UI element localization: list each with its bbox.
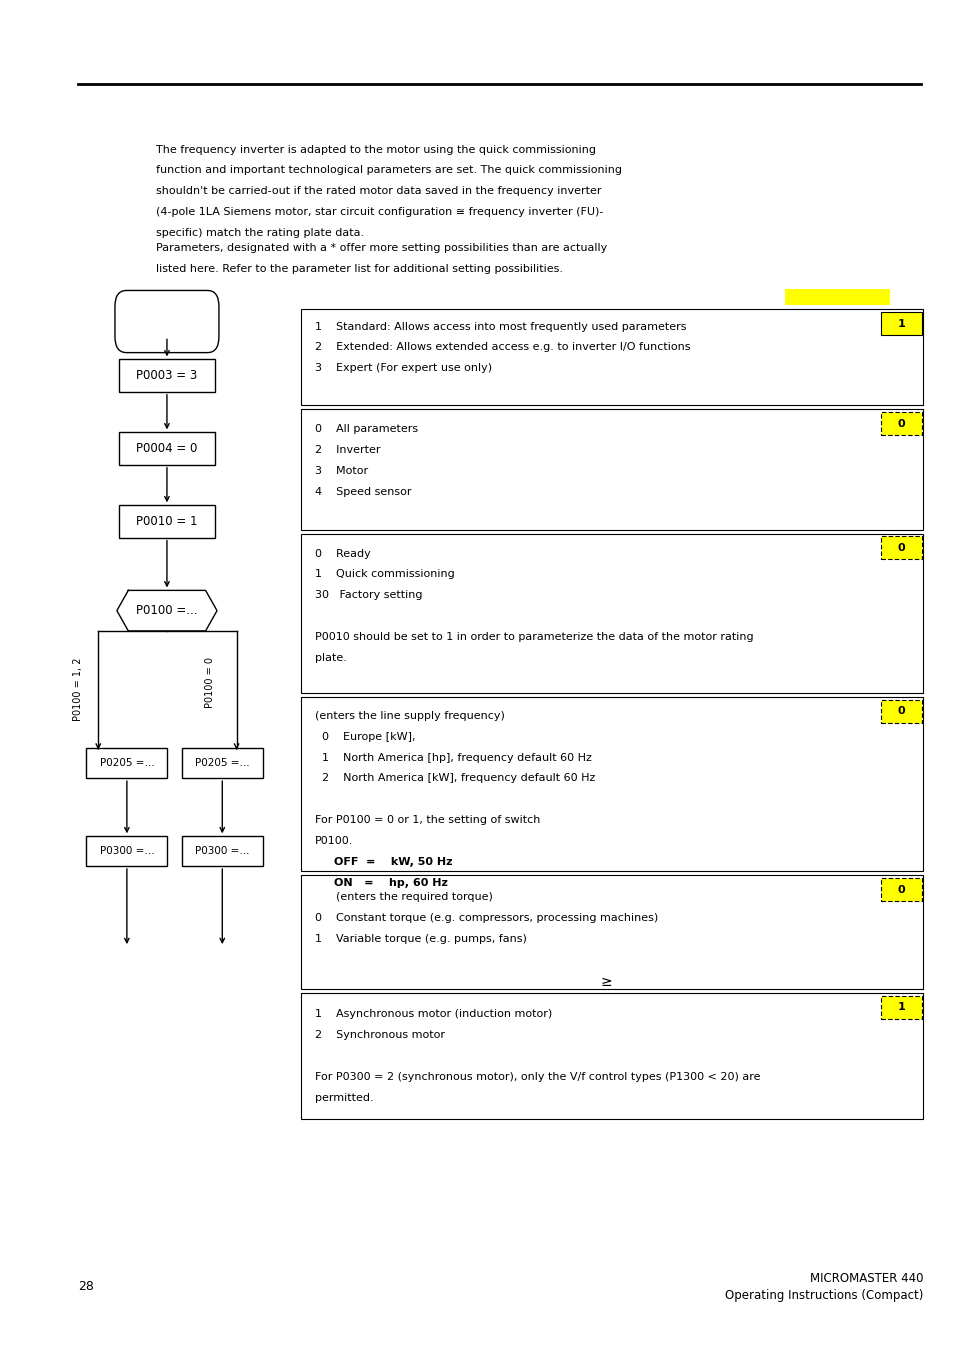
Bar [881,412,921,435]
Text: 1    North America [hp], frequency default 60 Hz: 1 North America [hp], frequency default … [314,753,591,762]
Bar [300,409,923,530]
Text: 1    Variable torque (e.g. pumps, fans): 1 Variable torque (e.g. pumps, fans) [314,934,526,943]
Text: 28: 28 [78,1279,94,1293]
Text: P0205 =...: P0205 =... [99,758,154,769]
Text: (enters the required torque): (enters the required torque) [314,892,492,901]
Text: P0100 = 1, 2: P0100 = 1, 2 [73,657,83,721]
Bar [181,748,263,778]
Text: 0    Europe [kW],: 0 Europe [kW], [314,732,415,742]
Bar [86,748,167,778]
Text: 1: 1 [897,319,904,328]
Text: 0    All parameters: 0 All parameters [314,424,417,434]
Text: P0100.: P0100. [314,836,353,846]
Text: Operating Instructions (Compact): Operating Instructions (Compact) [724,1289,923,1302]
Text: 2    Inverter: 2 Inverter [314,444,380,455]
Bar [181,836,263,866]
Text: For P0100 = 0 or 1, the setting of switch: For P0100 = 0 or 1, the setting of switc… [314,816,543,825]
Text: MICROMASTER 440: MICROMASTER 440 [809,1271,923,1285]
Text: 1    Asynchronous motor (induction motor): 1 Asynchronous motor (induction motor) [314,1009,552,1019]
Text: P0300 =...: P0300 =... [99,846,154,857]
Bar [881,700,921,723]
Text: For P0300 = 2 (synchronous motor), only the V/f control types (P1300 < 20) are: For P0300 = 2 (synchronous motor), only … [314,1073,760,1082]
Text: 30   Factory setting: 30 Factory setting [314,590,422,600]
Text: 0: 0 [897,419,904,428]
FancyBboxPatch shape [114,290,218,353]
Text: P0300 =...: P0300 =... [194,846,250,857]
Text: OFF  =    kW, 50 Hz: OFF = kW, 50 Hz [334,858,452,867]
Bar [300,309,923,405]
Text: P0100 =...: P0100 =... [136,604,197,617]
Text: function and important technological parameters are set. The quick commissioning: function and important technological par… [155,166,620,176]
Text: 1: 1 [897,1002,904,1012]
Text: shouldn't be carried-out if the rated motor data saved in the frequency inverter: shouldn't be carried-out if the rated mo… [155,186,600,196]
Text: 1    Quick commissioning: 1 Quick commissioning [314,570,454,580]
Text: P0205 =...: P0205 =... [194,758,250,769]
Text: (enters the line supply frequency): (enters the line supply frequency) [314,711,504,720]
Text: P0004 = 0: P0004 = 0 [136,442,197,455]
Text: 0    Constant torque (e.g. compressors, processing machines): 0 Constant torque (e.g. compressors, pro… [314,913,658,923]
Bar [300,993,923,1119]
Bar [784,289,889,305]
Bar [119,359,214,392]
Text: 4    Speed sensor: 4 Speed sensor [314,488,411,497]
Text: 2    Synchronous motor: 2 Synchronous motor [314,1029,444,1040]
Text: 3    Expert (For expert use only): 3 Expert (For expert use only) [314,363,492,373]
Bar [881,996,921,1019]
Text: 2    North America [kW], frequency default 60 Hz: 2 North America [kW], frequency default … [314,773,595,784]
Bar [119,432,214,465]
Text: P0100 = 0: P0100 = 0 [205,657,214,708]
Text: 0    Ready: 0 Ready [314,549,370,558]
Text: P0010 = 1: P0010 = 1 [136,515,197,528]
Text: The frequency inverter is adapted to the motor using the quick commissioning: The frequency inverter is adapted to the… [155,145,595,154]
Bar [881,878,921,901]
Bar [86,836,167,866]
Text: P0003 = 3: P0003 = 3 [136,369,197,382]
Text: ON   =    hp, 60 Hz: ON = hp, 60 Hz [334,878,447,888]
Bar [119,505,214,538]
Text: 1    Standard: Allows access into most frequently used parameters: 1 Standard: Allows access into most freq… [314,322,685,331]
Bar [881,536,921,559]
Text: 0: 0 [897,707,904,716]
Text: ≥: ≥ [600,975,612,989]
Bar [881,312,921,335]
Bar [300,875,923,989]
Text: Parameters, designated with a * offer more setting possibilities than are actual: Parameters, designated with a * offer mo… [155,243,606,253]
Text: permitted.: permitted. [314,1093,373,1102]
Text: 0: 0 [897,885,904,894]
Text: listed here. Refer to the parameter list for additional setting possibilities.: listed here. Refer to the parameter list… [155,265,562,274]
Text: P0010 should be set to 1 in order to parameterize the data of the motor rating: P0010 should be set to 1 in order to par… [314,632,753,642]
Text: specific) match the rating plate data.: specific) match the rating plate data. [155,228,363,238]
Bar [300,697,923,871]
Text: 2    Extended: Allows extended access e.g. to inverter I/O functions: 2 Extended: Allows extended access e.g. … [314,342,690,353]
Bar [300,534,923,693]
Text: 3    Motor: 3 Motor [314,466,368,476]
Text: plate.: plate. [314,654,346,663]
Text: 0: 0 [897,543,904,553]
Text: (4-pole 1LA Siemens motor, star circuit configuration ≅ frequency inverter (FU)-: (4-pole 1LA Siemens motor, star circuit … [155,208,602,218]
